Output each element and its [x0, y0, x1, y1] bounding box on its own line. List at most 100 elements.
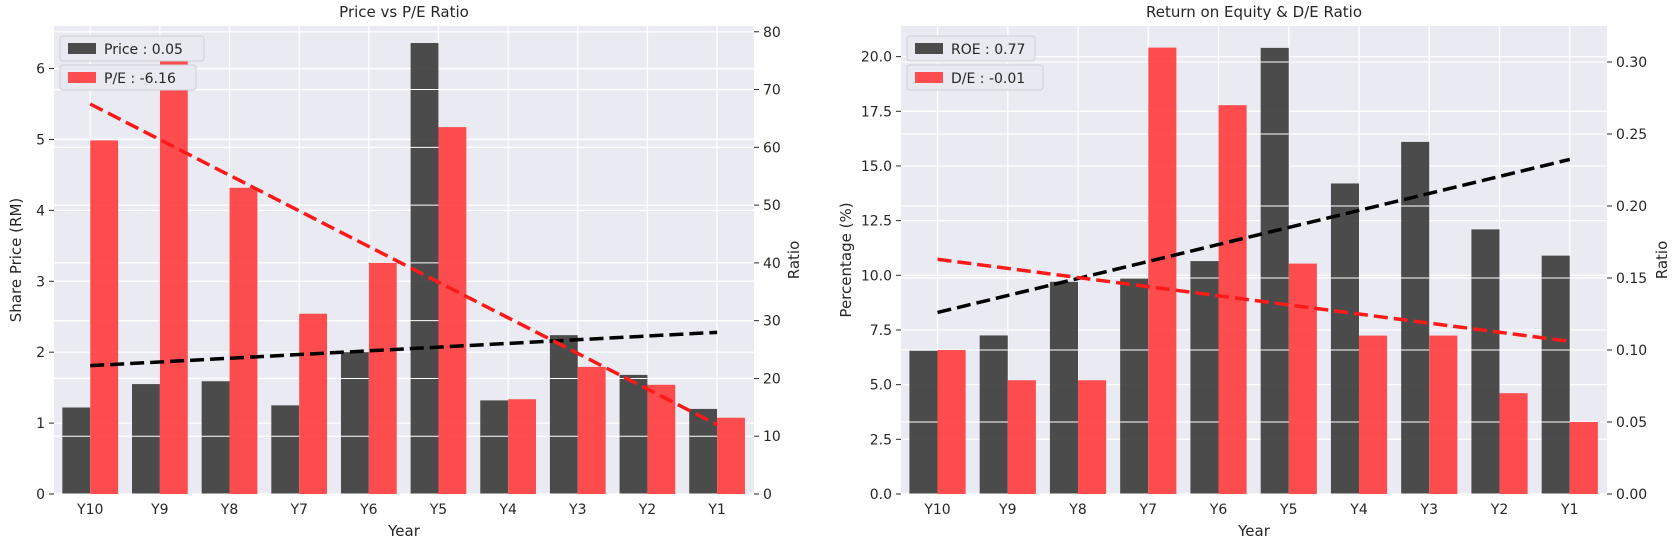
x-tick-label: Y9	[150, 502, 168, 518]
y-tick-label-left: 7.5	[870, 323, 892, 339]
bar-primary	[549, 335, 578, 494]
trend-line-primary	[90, 330, 718, 368]
bar-secondary	[1288, 263, 1317, 494]
legend-swatch	[68, 72, 96, 83]
y-tick-label-left: 3	[36, 274, 45, 290]
chart-title: Return on Equity & D/E Ratio	[1146, 3, 1362, 21]
bar-secondary	[1007, 380, 1036, 494]
y-axis-label-right: Ratio	[785, 241, 803, 280]
bar-secondary	[438, 127, 467, 494]
bar-primary	[132, 384, 160, 494]
x-tick-label: Y10	[923, 502, 950, 518]
x-tick-label: Y1	[707, 502, 725, 518]
y-tick-label-right: 0	[763, 487, 772, 503]
y-tick-label-left: 15.0	[861, 159, 892, 175]
bar-secondary	[299, 313, 328, 494]
bar-secondary	[1078, 380, 1107, 494]
y-tick-label-right: 20	[763, 371, 781, 387]
y-tick-label-right: 0.05	[1616, 415, 1647, 431]
y-tick-label-left: 0	[36, 487, 45, 503]
bar-primary	[480, 400, 509, 494]
bar-primary	[1471, 229, 1500, 494]
y-tick-label-right: 70	[763, 83, 781, 99]
y-tick-label-left: 12.5	[861, 214, 892, 230]
bar-secondary	[368, 262, 397, 494]
x-axis-label: Year	[387, 522, 421, 540]
bar-secondary	[937, 350, 966, 494]
bar-primary	[201, 381, 230, 494]
trend-line-secondary	[937, 257, 1570, 344]
y-tick-label-left: 20.0	[861, 50, 892, 66]
legend-swatch	[915, 43, 943, 54]
x-tick-label: Y3	[1420, 502, 1438, 518]
bar-primary	[1049, 281, 1079, 494]
y-tick-label-right: 0.10	[1616, 343, 1647, 359]
legend-label: Price : 0.05	[104, 42, 183, 58]
x-tick-label: Y9	[998, 502, 1016, 518]
x-tick-label: Y2	[1490, 502, 1508, 518]
bar-secondary	[647, 384, 676, 494]
chart-title: Price vs P/E Ratio	[339, 3, 469, 21]
bar-secondary	[717, 417, 745, 494]
bar-secondary	[508, 399, 536, 494]
trend-line-primary	[937, 157, 1571, 315]
bar-primary	[271, 405, 300, 494]
y-tick-label-left: 2	[36, 345, 45, 361]
y-tick-label-right: 10	[763, 429, 781, 445]
bar-secondary	[1359, 335, 1388, 494]
bar-secondary	[577, 366, 606, 494]
x-tick-label: Y4	[1349, 502, 1368, 518]
legend-box	[906, 64, 1044, 91]
y-tick-label-right: 0.00	[1616, 487, 1647, 503]
y-tick-label-left: 10.0	[861, 268, 892, 284]
y-tick-label-right: 0.25	[1616, 127, 1647, 143]
bar-primary	[62, 407, 91, 494]
y-tick-label-left: 17.5	[861, 104, 892, 120]
y-tick-label-left: 5	[36, 132, 45, 148]
y-axis-label-right: Ratio	[1653, 241, 1671, 280]
y-tick-label-right: 40	[763, 256, 781, 272]
bar-primary	[1190, 261, 1219, 494]
bar-primary	[1330, 183, 1360, 494]
bar-primary	[1541, 255, 1570, 494]
chart-2: 0.0 2.5 5.0 7.5 10.0 12.5 15.0 17.5 20.0 0.00 0.05…	[837, 3, 1671, 540]
x-tick-label: Y4	[498, 502, 517, 518]
y-axis-label-left: Share Price (RM)	[7, 198, 25, 322]
x-tick-label: Y2	[638, 502, 656, 518]
bar-primary	[1260, 47, 1289, 494]
trend-line-secondary	[89, 102, 718, 427]
bar-primary	[340, 352, 369, 494]
bar-primary	[979, 335, 1008, 494]
y-tick-label-right: 30	[763, 314, 781, 330]
x-tick-label: Y10	[76, 502, 103, 518]
bar-secondary	[159, 46, 188, 494]
bar-primary	[689, 408, 718, 494]
x-tick-label: Y7	[289, 502, 307, 518]
x-tick-label: Y6	[359, 502, 378, 518]
y-tick-label-left: 0.0	[870, 487, 892, 503]
legend-swatch	[915, 72, 943, 83]
bar-secondary	[1148, 47, 1177, 494]
legend-box	[906, 35, 1036, 62]
y-tick-label-left: 5.0	[870, 378, 892, 394]
x-tick-label: Y5	[429, 502, 447, 518]
y-tick-label-right: 50	[763, 198, 781, 214]
y-tick-label-right: 0.20	[1616, 199, 1647, 215]
bar-secondary	[1499, 393, 1528, 494]
legend-label: P/E : -6.16	[104, 71, 176, 87]
bar-secondary	[90, 140, 119, 494]
x-tick-label: Y1	[1560, 502, 1578, 518]
bar-secondary	[229, 187, 258, 494]
bar-primary	[619, 374, 648, 494]
legend-label: D/E : -0.01	[951, 71, 1025, 87]
x-tick-label: Y8	[1068, 502, 1086, 518]
y-tick-label-right: 0.30	[1616, 55, 1647, 71]
legend-label: ROE : 0.77	[951, 42, 1025, 58]
y-tick-label-left: 4	[36, 203, 45, 219]
bar-primary	[1120, 278, 1149, 494]
x-axis-label: Year	[1237, 522, 1271, 540]
y-tick-label-left: 2.5	[870, 432, 892, 448]
x-tick-label: Y3	[568, 502, 586, 518]
